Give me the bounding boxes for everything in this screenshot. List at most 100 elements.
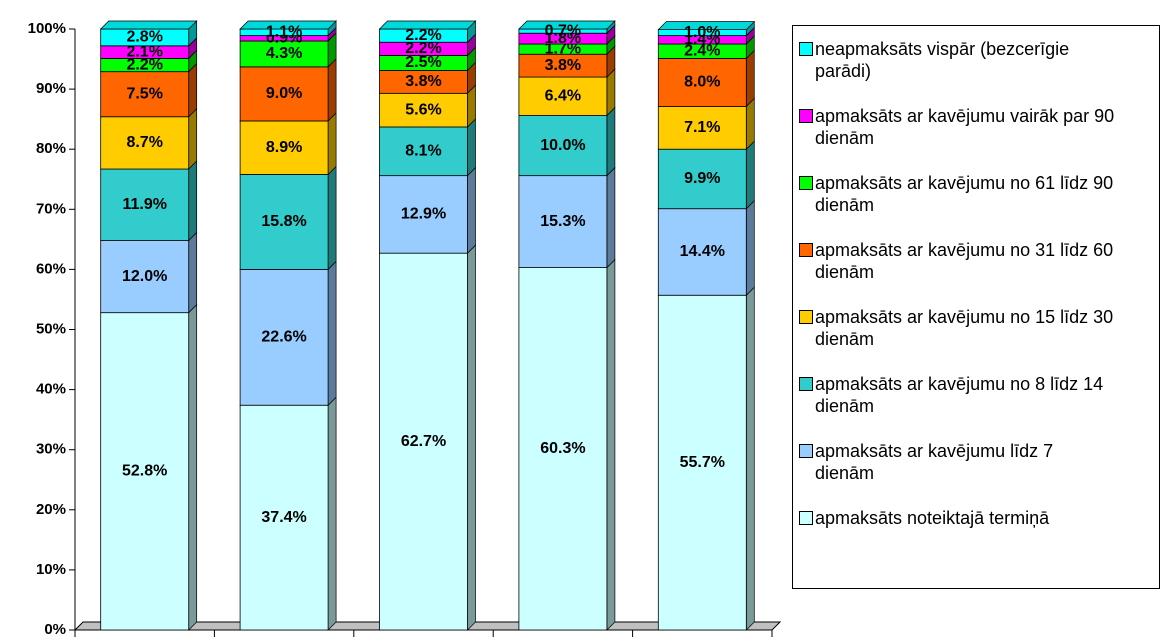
bar-segment xyxy=(239,268,329,406)
bar-segment xyxy=(239,404,329,631)
value-label: 1.1% xyxy=(266,24,302,41)
bar-segment xyxy=(239,120,329,175)
value-label: 8.7% xyxy=(126,134,162,151)
value-label: 52.8% xyxy=(122,463,167,480)
legend-entry: apmaksāts ar kavējumu līdz 7 dienām xyxy=(793,440,1115,507)
value-label: 3.8% xyxy=(405,73,441,90)
value-label: 2.2% xyxy=(126,56,162,73)
legend-label: apmaksāts ar kavējumu no 31 līdz 60 dien… xyxy=(815,240,1114,282)
value-label: 12.0% xyxy=(122,268,167,285)
bar-segment xyxy=(239,40,329,68)
legend-swatch xyxy=(799,444,813,458)
value-label: 12.9% xyxy=(401,206,446,223)
bar-side xyxy=(188,62,198,118)
y-tick-label: 0% xyxy=(44,621,66,638)
bar-segment xyxy=(100,71,190,118)
value-label: 1.0% xyxy=(684,24,720,41)
value-label: 0.7% xyxy=(545,22,581,39)
bar-segment xyxy=(379,252,468,631)
legend-entry: apmaksāts ar kavējumu no 8 līdz 14 dienā… xyxy=(793,373,1115,440)
value-label: 11.9% xyxy=(122,196,166,213)
y-tick-label: 50% xyxy=(36,320,66,337)
value-label: 3.8% xyxy=(545,57,581,74)
legend-swatch xyxy=(799,109,813,123)
bar-side xyxy=(467,118,476,177)
legend-entry: apmaksāts ar kavējumu no 31 līdz 60 dien… xyxy=(793,239,1115,306)
legend: neapmaksāts vispār (bezcerīgie parādi) ap… xyxy=(792,25,1160,589)
bar-segment xyxy=(518,267,608,631)
bar-segment xyxy=(379,92,468,128)
bar-segment xyxy=(100,168,190,241)
bar-side xyxy=(327,58,337,122)
bar-side xyxy=(327,260,337,407)
y-tick-label: 60% xyxy=(36,260,66,277)
bar-segment xyxy=(657,106,747,150)
value-label: 7.5% xyxy=(126,85,162,102)
bar-side xyxy=(745,199,755,297)
bar-segment xyxy=(239,66,329,122)
value-label: 9.0% xyxy=(266,85,302,102)
legend-swatch xyxy=(799,377,813,391)
value-label: 15.8% xyxy=(261,213,306,230)
bar-top xyxy=(657,21,756,30)
bar-top xyxy=(239,20,337,30)
bar-segment xyxy=(518,76,608,116)
bar-top xyxy=(518,20,616,30)
bar-side xyxy=(745,97,755,151)
legend-label: apmaksāts ar kavējumu līdz 7 dienām xyxy=(815,441,1054,483)
y-tick-label: 30% xyxy=(36,441,66,458)
legend-swatch xyxy=(799,176,813,190)
bar-top xyxy=(378,20,477,30)
legend-swatch xyxy=(799,42,813,56)
bar-segment xyxy=(657,148,747,210)
value-label: 10.0% xyxy=(540,137,585,154)
value-label: 55.7% xyxy=(680,454,725,471)
bar-segment xyxy=(379,126,468,177)
legend-label: apmaksāts ar kavējumu no 8 līdz 14 dienā… xyxy=(815,374,1104,416)
bar-side xyxy=(606,106,616,177)
value-label: 7.1% xyxy=(684,119,720,136)
y-tick-label: 80% xyxy=(36,140,66,157)
value-label: 60.3% xyxy=(540,440,585,457)
legend-label: apmaksāts noteiktajā termiņā xyxy=(815,508,1050,528)
bar-side xyxy=(467,244,476,631)
legend-label: neapmaksāts vispār (bezcerīgie parādi) xyxy=(815,39,1070,81)
legend-swatch xyxy=(799,511,813,525)
value-label: 14.4% xyxy=(680,243,725,260)
y-tick-label: 90% xyxy=(36,80,66,97)
value-label: 2.2% xyxy=(405,40,441,57)
legend-label: apmaksāts ar kavējumu vairāk par 90 dien… xyxy=(815,106,1115,148)
legend-swatch xyxy=(799,310,813,324)
y-tick-label: 20% xyxy=(36,501,66,518)
bar-side xyxy=(745,49,755,108)
value-label: 22.6% xyxy=(261,329,306,346)
legend-swatch xyxy=(799,243,813,257)
bar-side xyxy=(188,303,198,631)
bar-side xyxy=(745,286,755,631)
value-label: 1.8% xyxy=(545,30,581,47)
value-label: 8.1% xyxy=(405,143,441,160)
bar-segment xyxy=(518,175,608,268)
chart: 0%10%20%30%40%50%60%70%80%90%100%200852.… xyxy=(28,20,782,638)
bar-side xyxy=(745,140,755,210)
bar-side xyxy=(188,160,198,242)
y-tick-label: 70% xyxy=(36,200,66,217)
bar-side xyxy=(188,107,198,170)
value-label: 2.4% xyxy=(684,42,720,59)
value-label: 2.2% xyxy=(405,27,441,44)
bar-top xyxy=(99,20,198,30)
value-label: 4.3% xyxy=(266,45,302,62)
bar-side xyxy=(188,231,198,314)
value-label: 6.4% xyxy=(545,88,581,105)
legend-entry: apmaksāts ar kavējumu vairāk par 90 dien… xyxy=(793,105,1115,172)
bar-segment xyxy=(379,175,468,254)
bar-segment xyxy=(657,294,747,631)
legend-label: apmaksāts ar kavējumu no 15 līdz 30 dien… xyxy=(815,307,1114,349)
bar-side xyxy=(327,112,337,176)
legend-entry: neapmaksāts vispār (bezcerīgie parādi) xyxy=(793,38,1115,105)
bar-segment xyxy=(657,58,747,107)
y-tick-label: 100% xyxy=(28,20,66,37)
legend-entry: apmaksāts ar kavējumu no 61 līdz 90 dien… xyxy=(793,172,1115,239)
y-tick-label: 40% xyxy=(36,381,66,398)
bar-segment xyxy=(100,116,190,170)
